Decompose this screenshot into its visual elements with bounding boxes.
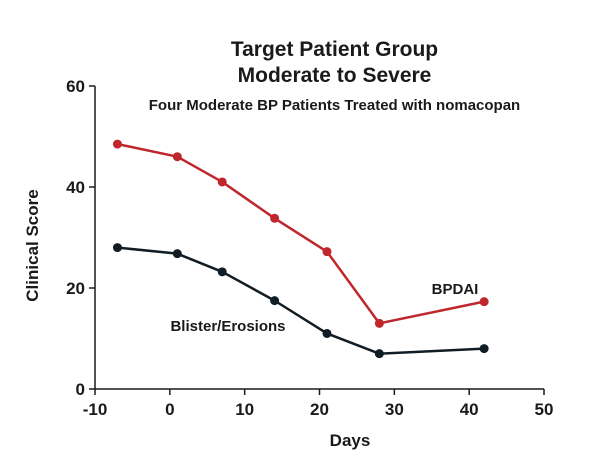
data-point [374, 318, 384, 328]
data-point [479, 297, 489, 307]
x-tick-label: 0 [165, 400, 174, 419]
data-point [112, 139, 122, 149]
x-tick-label: 20 [310, 400, 329, 419]
series-layer [112, 139, 489, 359]
x-tick-label: -10 [83, 400, 108, 419]
series-label-blister-erosions: Blister/Erosions [170, 318, 285, 335]
series-line-blister-erosions [117, 246, 485, 355]
data-point [217, 267, 227, 277]
x-tick-label: 10 [235, 400, 254, 419]
data-point [479, 344, 489, 354]
data-point [374, 349, 384, 359]
data-point [270, 296, 280, 306]
chart-title: Target Patient Group [230, 38, 439, 61]
data-point [112, 243, 122, 253]
x-axis-title: Days [330, 431, 371, 450]
labels-layer: BPDAI Blister/Erosions [170, 281, 478, 335]
data-point [322, 328, 332, 338]
y-tick-label: 20 [66, 279, 85, 298]
y-tick-label: 40 [66, 178, 85, 197]
x-tick-label: 30 [385, 400, 404, 419]
series-line-bpdai [117, 142, 485, 325]
y-axis-title: Clinical Score [23, 189, 42, 301]
series-label-bpdai: BPDAI [432, 281, 479, 298]
y-tick-label: 60 [66, 77, 85, 96]
chart-subtitle-secondary: Four Moderate BP Patients Treated with n… [148, 97, 521, 114]
data-point [172, 152, 182, 162]
chart-subtitle: Moderate to Severe [237, 64, 432, 87]
x-tick-label: 40 [460, 400, 479, 419]
data-point [322, 247, 332, 257]
data-point [217, 177, 227, 187]
data-point [172, 249, 182, 259]
data-point [270, 213, 280, 223]
x-tick-label: 50 [535, 400, 554, 419]
y-tick-label: 0 [76, 380, 85, 399]
